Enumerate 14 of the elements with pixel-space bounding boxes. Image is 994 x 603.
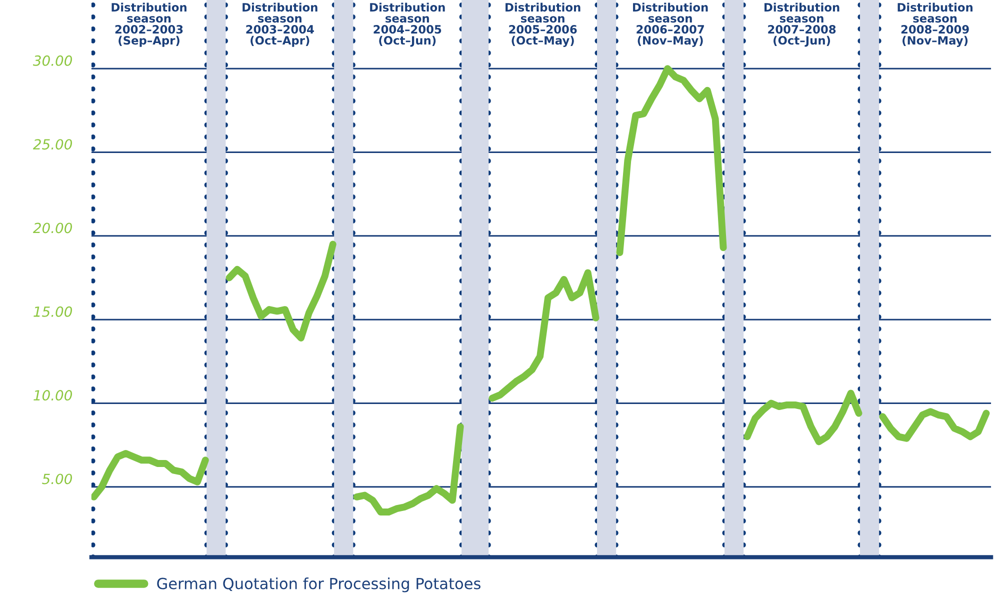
y-tick-label: 5.00 [42, 474, 72, 484]
y-tick-label: 25.00 [32, 139, 72, 150]
y-tick-label: 20.00 [32, 222, 72, 234]
y-tick-label: 30.00 [32, 55, 72, 66]
annotation: Distribution season 2005–2006 (Oct–May) [506, 2, 580, 47]
legend-label: German Quotation for Processing Potatoes [157, 577, 480, 592]
annotation: Distribution season 2002–2003 (Sep–Apr) [112, 2, 186, 47]
annotation: Distribution season 2006–2007 (Nov–May) [633, 2, 708, 47]
annotation: Distribution season 2007–2008 (Oct–Jun) [764, 2, 840, 47]
y-tick-label: 15.00 [34, 306, 72, 317]
annotation: Distribution season 2008–2009 (Nov–May) [898, 2, 972, 47]
y-tick-label: 10.00 [34, 390, 72, 401]
annotation: Distribution season 2003–2004 (Oct–Apr) [242, 2, 318, 47]
annotation: Distribution season 2004–2005 (Oct–Jun) [370, 2, 445, 47]
